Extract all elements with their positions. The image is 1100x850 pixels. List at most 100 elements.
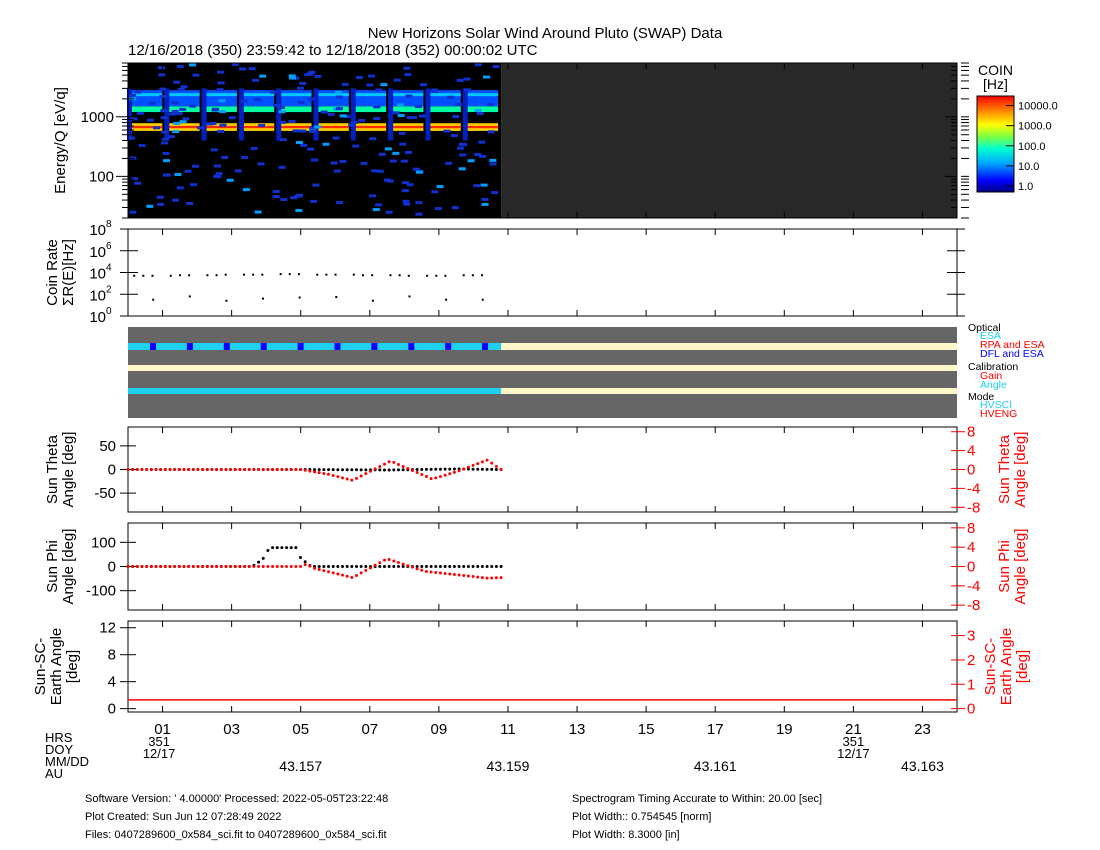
sun-phi-point [387,565,391,568]
sun-phi-red-point [322,569,326,573]
spectrogram-band-core [429,125,461,129]
earth-ytick-label: 12 [99,620,116,637]
flags-legend-entry: Mode [968,391,994,403]
chart-subtitle: 12/16/2018 (350) 23:59:42 to 12/18/2018 … [128,42,538,59]
sun-theta-frame [127,426,958,513]
coin-rate-point [426,274,429,277]
colorbar-tick-label: 1000.0 [1018,121,1052,133]
spectrogram-band [205,90,237,107]
sun-phi-y2label-line: Angle [deg] [1012,529,1029,605]
coin-rate-point [279,273,282,276]
spectrogram-speckle [169,112,177,116]
earth-y2tick-label: 2 [967,652,975,669]
sun-theta-point [415,468,419,472]
coin-rate-ytick-label: 10 [89,309,106,326]
spectrogram-speckle [352,144,360,148]
sun-phi-red-point [341,573,345,577]
footer-width-in: Plot Width: 8.3000 [in] [572,829,680,841]
sun-theta-y2label-line: Sun Theta [996,434,1013,504]
xaxis-au-label: 43.163 [901,758,944,774]
sun-phi-point [476,565,480,568]
spectrogram-gap [425,88,431,141]
spectrogram-speckle [389,159,397,163]
sun-theta-ylabel: Sun Theta Angle [deg] [44,432,77,508]
flag-optical-dfl [371,343,378,350]
spectrogram-speckle [253,97,261,101]
sun-theta-point [480,467,484,471]
sun-phi-red-point [159,565,163,568]
flags-legend-entry: HVSCI [980,399,1012,411]
spectrogram-speckle [219,110,227,114]
sun-phi-point [378,565,382,568]
spectrogram-no-data [501,63,957,218]
coin-rate-point [151,274,154,277]
spectrogram-speckle [136,111,144,115]
xaxis-row-label: HRS [45,730,73,745]
sun-phi-ylabel: Sun Phi Angle [deg] [44,529,77,605]
spectrogram-speckle [398,131,406,135]
sun-theta-red-point [494,464,498,468]
spectrogram-speckle [402,181,410,185]
sun-theta-y2tick-label: 8 [967,424,975,441]
sun-phi-red-point [410,565,414,569]
spectrogram-speckle [459,153,467,157]
sun-phi-point [429,565,433,568]
sun-theta-red-point [476,462,480,466]
spectrogram-speckle [487,102,495,106]
sun-phi-red-point [280,565,284,568]
spectrogram-speckle [369,194,377,198]
spectrogram-gap [350,88,356,141]
spectrogram-speckle [309,126,317,130]
spectrogram-speckle [254,210,262,214]
spectrogram-speckle [414,105,422,109]
spectrogram-speckle [296,86,304,90]
sun-phi-red-point [396,561,400,565]
sun-theta-red-point [368,469,372,473]
sun-theta-red-point [373,467,377,471]
sun-phi-red-point [317,567,321,571]
spectrogram-speckle [415,201,423,205]
flag-optical-dfl [186,343,193,350]
colorbar-title: COIN [978,62,1013,78]
xaxis-mmdd-label: 12/17 [837,746,870,761]
sun-theta-red-point [401,464,405,468]
sun-phi-ytick-label: -100 [86,583,116,600]
sun-theta-point [448,467,452,471]
spectrogram-speckle [450,134,458,138]
sun-phi-point [392,565,396,568]
spectrogram-speckle [162,152,170,156]
spectrogram-speckle [335,107,343,111]
earth-y2tick-label: 3 [967,628,975,645]
sun-phi-red-point [354,573,358,577]
spectrogram-speckle [258,123,266,127]
coin-rate-point [188,274,191,277]
spectrogram-speckle [130,117,138,121]
sun-phi-red-point [448,572,452,576]
spectrogram-speckle [341,82,349,86]
spectrogram-speckle [307,147,315,151]
sun-phi-y2tick-label: 8 [967,520,975,537]
sun-theta-point [331,468,335,472]
spectrogram-speckle [216,88,224,92]
spectrogram-speckle [197,126,205,130]
spectrogram-speckle [308,70,316,74]
sun-phi-y2tick-label: 4 [967,539,975,556]
sun-phi-red-point [187,565,191,568]
sun-theta-point [434,467,438,471]
spectrogram-speckle [209,121,217,125]
spectrogram-speckle [179,107,187,111]
sun-phi-red-point [350,575,354,579]
xaxis-mmdd-label: 12/17 [143,746,176,761]
spectrogram-speckle [146,118,154,122]
earth-y2label-line: [deg] [1014,650,1031,683]
coin-rate-point-low [298,296,301,299]
earth-ytick-label: 4 [108,674,116,691]
flag-optical-dfl [223,343,230,350]
sun-phi-y2tick-label: -8 [967,597,980,614]
spectrogram-speckle [400,159,408,163]
sun-theta-point [378,468,382,472]
spectrogram-speckle [392,111,400,115]
sun-theta-red-point [140,468,144,471]
sun-theta-red-point [182,468,186,471]
